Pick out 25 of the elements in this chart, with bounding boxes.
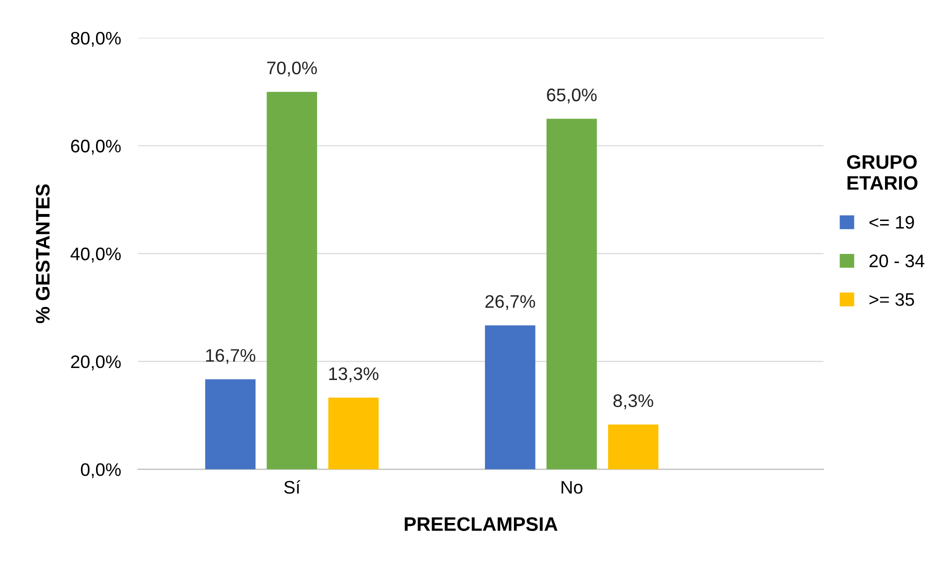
y-tick-label: 60,0%: [71, 140, 121, 155]
x-tick-label: Sí: [284, 480, 300, 494]
bar: [266, 92, 318, 470]
legend-label: <= 19: [870, 216, 914, 229]
y-tick-label: 80,0%: [70, 32, 121, 47]
legend-label: 20 - 34: [870, 254, 924, 268]
y-tick-label: 0,0%: [80, 463, 121, 478]
bar: [484, 325, 536, 470]
data-label: 26,7%: [485, 295, 536, 310]
y-tick-label: 40,0%: [70, 248, 121, 262]
bar: [205, 379, 256, 470]
legend-title: GRUPO ETARIO: [847, 155, 918, 190]
y-tick-label: 20,0%: [71, 355, 121, 370]
data-label: 13,3%: [329, 367, 378, 382]
y-axis-title: % GESTANTES: [36, 184, 50, 324]
data-label: 16,7%: [206, 349, 256, 364]
legend-label: >= 35: [870, 293, 914, 306]
x-axis-title: PREECLAMPSIA: [404, 517, 558, 531]
data-label: 8,3%: [613, 394, 654, 410]
bar: [546, 118, 597, 470]
bar: [608, 424, 658, 470]
x-tick-label: No: [562, 481, 582, 494]
data-label: 70,0%: [267, 62, 317, 76]
bar: [328, 398, 379, 470]
data-label: 65,0%: [547, 88, 597, 104]
